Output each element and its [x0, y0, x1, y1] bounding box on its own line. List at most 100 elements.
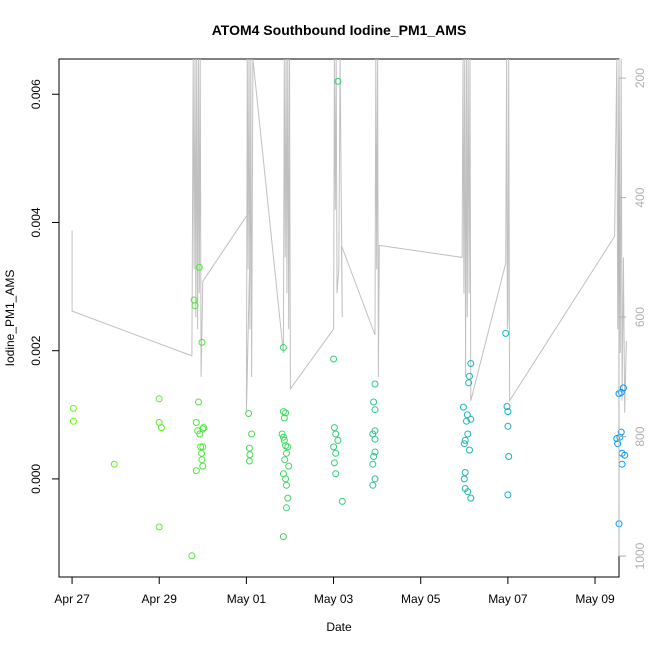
data-point — [371, 448, 379, 456]
data-point — [246, 451, 254, 459]
data-point — [245, 457, 253, 465]
y2-tick-label: 200 — [633, 68, 647, 88]
x-tick-label: May 05 — [401, 592, 441, 606]
data-point — [198, 449, 205, 457]
data-point — [283, 449, 290, 457]
data-point — [198, 338, 206, 346]
data-point — [614, 440, 622, 448]
data-point — [370, 398, 378, 406]
data-point — [285, 462, 293, 470]
data-point — [197, 443, 205, 451]
data-point — [463, 411, 471, 419]
data-point — [371, 475, 379, 483]
data-point — [618, 460, 626, 468]
data-point — [283, 481, 290, 489]
data-point — [334, 77, 342, 85]
x-tick-label: May 09 — [575, 592, 615, 606]
data-point — [460, 440, 468, 448]
data-point — [371, 380, 379, 388]
data-point — [467, 360, 475, 367]
data-point — [110, 460, 118, 468]
x-tick-label: May 01 — [227, 592, 267, 606]
data-point — [502, 329, 510, 337]
data-point — [155, 395, 163, 403]
data-point — [279, 533, 287, 541]
data-point — [464, 488, 472, 496]
data-point — [284, 443, 292, 451]
data-point — [338, 497, 346, 505]
data-point — [195, 263, 203, 271]
data-point — [280, 414, 288, 422]
secondary-line — [71, 58, 627, 413]
data-point — [69, 417, 77, 425]
data-point — [188, 552, 196, 560]
data-point — [278, 430, 286, 438]
secondary-y-axis: 200 400 600 800 1000 — [618, 68, 647, 569]
data-point — [504, 422, 512, 430]
data-point — [371, 435, 379, 443]
y-tick-label: 0.002 — [29, 335, 43, 365]
data-point — [195, 398, 202, 406]
data-point — [504, 491, 512, 499]
data-point — [245, 444, 253, 452]
data-point — [330, 443, 338, 451]
data-point — [616, 433, 624, 441]
data-point — [191, 302, 199, 310]
data-point — [198, 456, 206, 464]
data-point — [619, 384, 627, 392]
data-point — [503, 403, 511, 410]
data-point — [282, 409, 290, 417]
plot-frame — [58, 58, 620, 578]
data-point — [459, 403, 467, 411]
y-tick-label: 0.000 — [29, 464, 43, 494]
data-point — [332, 449, 340, 457]
data-point — [192, 467, 200, 475]
data-point — [371, 406, 379, 414]
data-point — [330, 355, 338, 363]
y2-tick-label: 800 — [633, 426, 647, 446]
y2-tick-label: 1000 — [633, 542, 647, 569]
y-tick-label: 0.006 — [29, 79, 43, 109]
data-point — [617, 428, 625, 436]
secondary-line-series — [71, 58, 627, 413]
data-point — [332, 430, 340, 438]
data-point — [466, 372, 473, 380]
data-point — [196, 430, 204, 438]
data-point — [192, 419, 200, 426]
x-axis: Apr 27 Apr 29 May 01 May 03 May 05 May 07 May … — [54, 576, 615, 606]
x-tick-label: Apr 27 — [54, 592, 90, 606]
data-point — [466, 446, 473, 454]
data-point — [281, 456, 289, 464]
data-point — [504, 408, 512, 416]
data-point — [467, 415, 475, 423]
scatter-series — [69, 77, 629, 560]
data-point — [369, 481, 377, 489]
data-point — [279, 344, 287, 351]
data-point — [199, 425, 207, 433]
data-point — [200, 424, 208, 432]
data-point — [465, 379, 473, 387]
data-point — [283, 504, 290, 512]
y-tick-label: 0.004 — [29, 207, 43, 237]
y-axis-label: Iodine_PM1_AMS — [3, 270, 17, 367]
data-point — [248, 430, 256, 438]
data-point — [621, 451, 629, 459]
data-point — [460, 475, 468, 483]
data-point — [199, 462, 207, 470]
data-point — [69, 404, 77, 412]
data-point — [280, 436, 288, 444]
data-point — [284, 494, 292, 502]
x-axis-label: Date — [326, 620, 352, 634]
data-point — [370, 453, 378, 460]
data-point — [461, 436, 469, 444]
data-point — [155, 523, 163, 531]
data-point — [279, 433, 287, 441]
data-point — [330, 424, 338, 432]
data-point — [371, 427, 379, 435]
data-point — [334, 436, 342, 444]
y-axis: 0.000 0.002 0.004 0.006 — [29, 79, 60, 494]
chart-title: ATOM4 Southbound Iodine_PM1_AMS — [212, 22, 467, 38]
data-point — [282, 475, 290, 483]
data-point — [157, 424, 165, 432]
